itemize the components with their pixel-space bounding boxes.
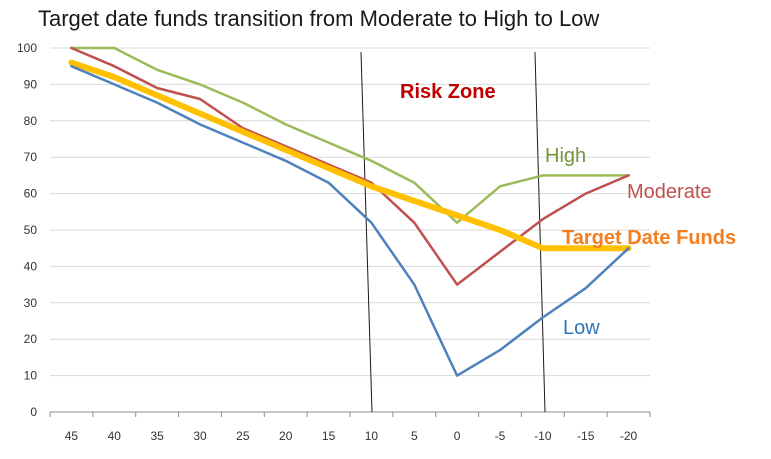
gridlines — [50, 47, 650, 377]
y-tick-label: 20 — [24, 332, 38, 346]
x-tick-label: -15 — [577, 429, 595, 443]
x-tick-label: 5 — [411, 429, 418, 443]
series-line-low — [70, 64, 630, 377]
high-series-label: High — [545, 145, 586, 167]
series-lines — [68, 46, 632, 377]
x-tick-label: 20 — [279, 429, 293, 443]
low-series-label: Low — [563, 317, 600, 339]
risk-zone-left-boundary — [360, 51, 373, 413]
x-tick-label: 30 — [193, 429, 207, 443]
x-tick-label: -10 — [534, 429, 552, 443]
x-tick-label: 0 — [454, 429, 461, 443]
y-tick-label: 60 — [24, 187, 38, 201]
y-tick-label: 50 — [24, 223, 38, 237]
risk-zone-right-boundary — [534, 51, 546, 413]
target-date-funds-label: Target Date Funds — [562, 227, 736, 249]
series-line-moderate — [70, 46, 630, 286]
x-tick-label: 35 — [150, 429, 164, 443]
x-tick-label: -20 — [620, 429, 638, 443]
x-tick-label: 45 — [65, 429, 79, 443]
series-line-target-date-funds — [68, 59, 632, 252]
y-tick-label: 80 — [24, 114, 38, 128]
x-tick-label: 15 — [322, 429, 336, 443]
y-tick-label: 40 — [24, 259, 38, 273]
series-line-high — [70, 46, 630, 224]
chart-title: Target date funds transition from Modera… — [38, 6, 600, 31]
y-axis-ticks: 0 10 20 30 40 50 60 70 80 90 100 — [17, 41, 37, 419]
x-tick-label: -5 — [495, 429, 506, 443]
risk-zone-label: Risk Zone — [400, 81, 496, 103]
y-tick-label: 0 — [30, 405, 37, 419]
y-tick-label: 30 — [24, 296, 38, 310]
x-tick-label: 10 — [365, 429, 379, 443]
x-axis-ticks: 45 40 35 30 25 20 15 10 5 0 -5 -10 -15 -20 — [49, 412, 651, 443]
moderate-series-label: Moderate — [627, 181, 712, 203]
x-tick-label: 25 — [236, 429, 250, 443]
y-tick-label: 90 — [24, 77, 38, 91]
y-tick-label: 10 — [24, 369, 38, 383]
x-tick-label: 40 — [108, 429, 122, 443]
y-tick-label: 70 — [24, 150, 38, 164]
y-tick-label: 100 — [17, 41, 37, 55]
